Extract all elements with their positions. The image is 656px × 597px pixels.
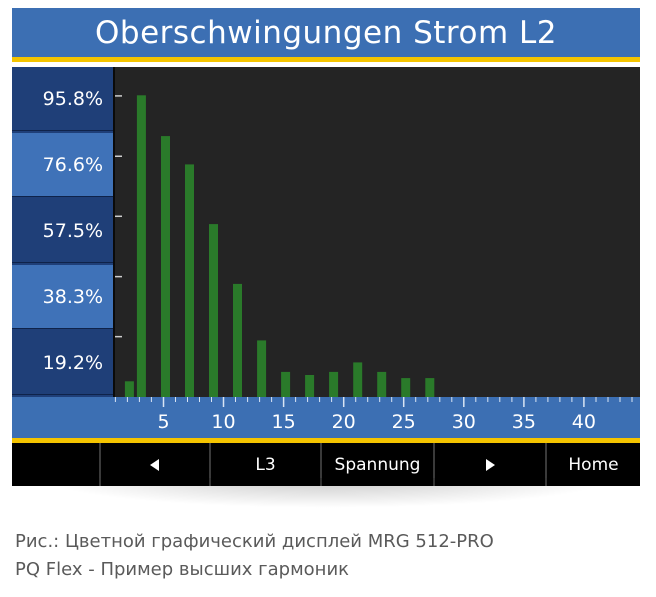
y-tick-label: 76.6%: [12, 133, 113, 197]
y-tick-label: 95.8%: [12, 67, 113, 131]
harmonic-bar: [161, 136, 170, 397]
divider-line: [12, 438, 640, 443]
harmonic-bar: [281, 371, 291, 397]
harmonic-bar: [209, 224, 218, 397]
title-bar: Oberschwingungen Strom L2: [12, 8, 640, 62]
x-tick-label: 5: [157, 411, 170, 433]
device-shadow: [40, 478, 616, 508]
softkey-bar: L3 Spannung Home: [12, 443, 640, 486]
softkey-label: L3: [255, 454, 276, 475]
triangle-right-icon: [486, 458, 495, 471]
harmonic-bar: [377, 371, 387, 397]
figure-caption: Рис.: Цветной графический дисплей MRG 51…: [15, 528, 645, 584]
harmonic-bar: [257, 340, 267, 397]
x-tick-label: 25: [391, 411, 416, 433]
y-tick-label: 57.5%: [12, 199, 113, 263]
x-axis-ticks: [114, 397, 633, 407]
y-tick-label: 38.3%: [12, 265, 113, 329]
caption-line: PQ Flex - Пример высших гармоник: [15, 559, 350, 580]
caption-line: Рис.: Цветной графический дисплей MRG 51…: [15, 531, 494, 552]
harmonics-plot-area: [113, 67, 640, 398]
softkey-spannung[interactable]: Spannung: [322, 443, 435, 486]
harmonic-bar: [329, 371, 339, 397]
softkey-home[interactable]: Home: [547, 443, 640, 486]
y-axis-panel: 95.8% 76.6% 57.5% 38.3% 19.2%: [12, 67, 113, 397]
x-tick-label: 20: [331, 411, 356, 433]
x-tick-label: 40: [571, 411, 596, 433]
softkey-label: Spannung: [334, 454, 421, 475]
softkey-next[interactable]: [435, 443, 547, 486]
y-tick-label: 19.2%: [12, 331, 113, 395]
harmonic-bar: [233, 283, 242, 397]
x-tick-label: 35: [511, 411, 536, 433]
harmonic-bar: [425, 378, 435, 397]
x-tick-label: 15: [271, 411, 296, 433]
display-device: Oberschwingungen Strom L2 95.8% 76.6% 57…: [12, 8, 640, 486]
softkey-previous[interactable]: [101, 443, 211, 486]
harmonic-bar: [401, 378, 411, 397]
harmonic-bar: [136, 95, 146, 398]
triangle-left-icon: [150, 458, 159, 471]
harmonic-bar: [305, 375, 315, 397]
softkey-label: Home: [568, 454, 619, 475]
x-tick-label: 30: [451, 411, 476, 433]
x-tick-label: 10: [211, 411, 236, 433]
softkey-l3[interactable]: L3: [211, 443, 322, 486]
harmonics-bar-chart: [115, 95, 435, 398]
harmonic-bar: [124, 381, 134, 397]
softkey-blank[interactable]: [12, 443, 101, 486]
harmonic-bar: [185, 164, 194, 397]
harmonic-bar: [353, 362, 363, 397]
page-title: Oberschwingungen Strom L2: [95, 14, 557, 51]
x-axis-panel: 5 10 15 20 25 30 35 40: [12, 397, 640, 438]
